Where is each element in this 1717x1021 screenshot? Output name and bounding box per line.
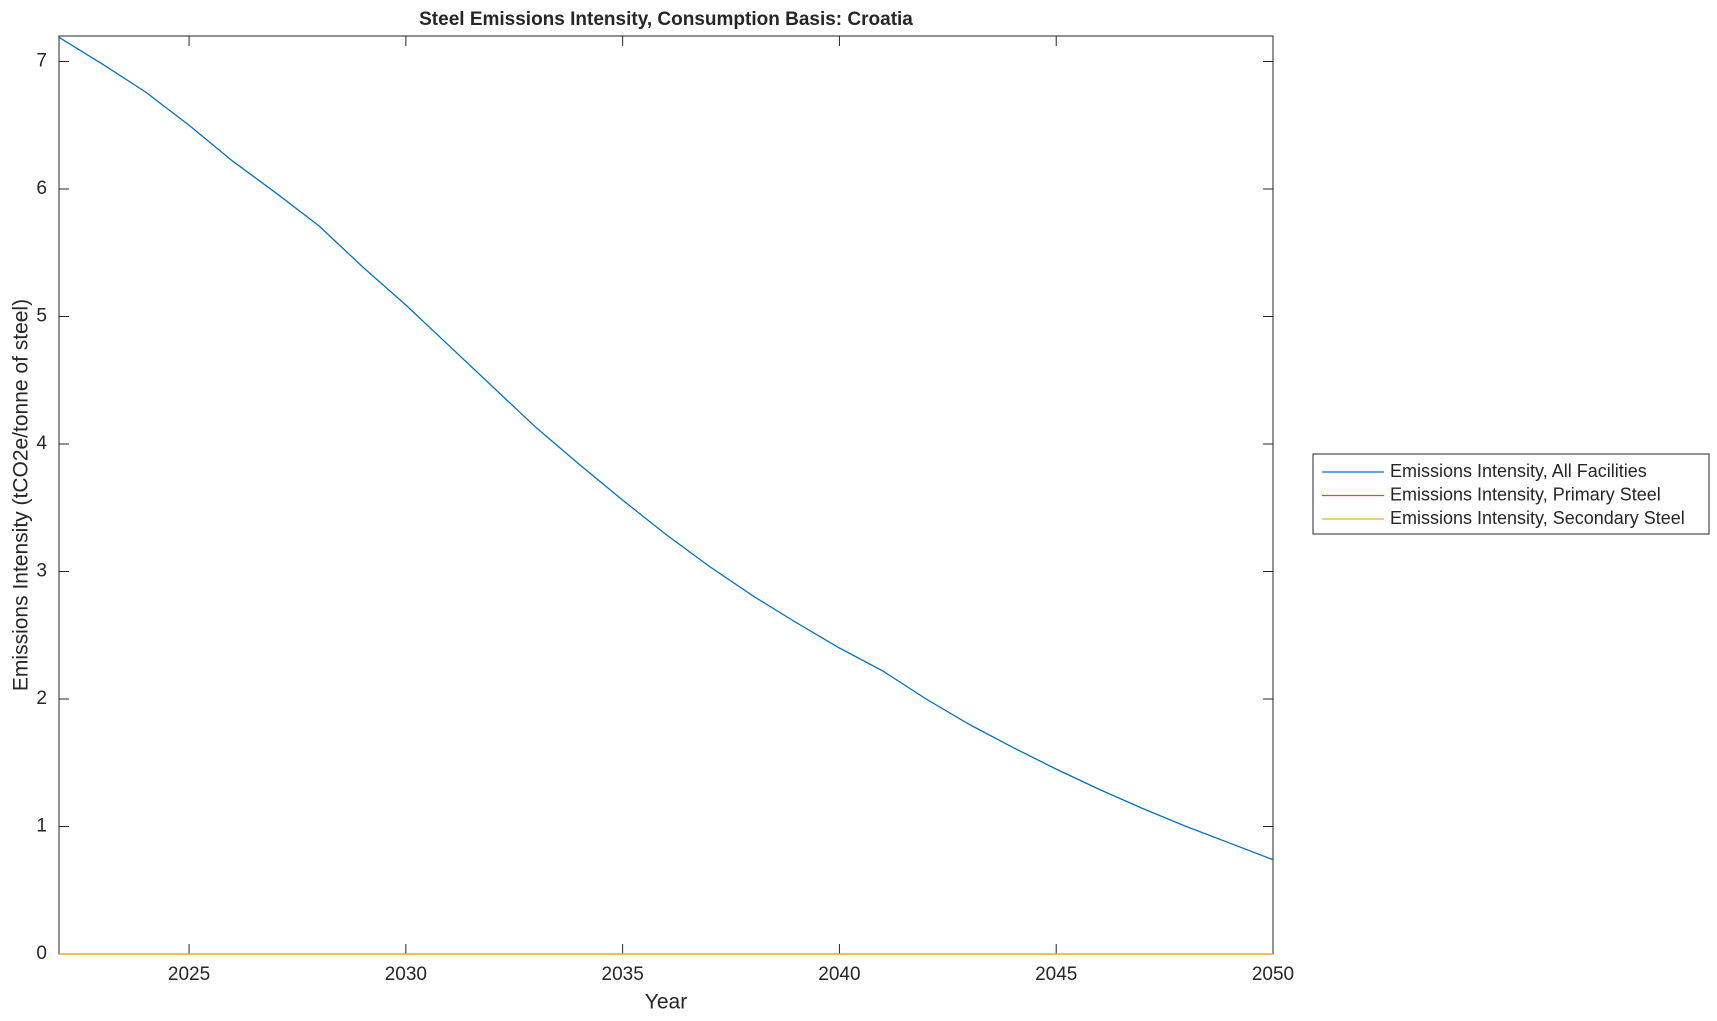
y-tick-label: 1: [36, 816, 47, 837]
line-series: [58, 36, 1274, 861]
x-axis-label: Year: [645, 991, 687, 1014]
plot-area: [58, 35, 1274, 955]
y-tick-label: 4: [36, 433, 47, 454]
x-tick-label: 2040: [818, 964, 860, 985]
legend-label: Emissions Intensity, Secondary Steel: [1390, 508, 1685, 528]
chart-title: Steel Emissions Intensity, Consumption B…: [419, 9, 913, 30]
y-tick-label: 3: [36, 561, 47, 582]
x-tick-label: 2030: [385, 964, 427, 985]
x-tick-label: 2045: [1035, 964, 1077, 985]
x-tick-label: 2035: [602, 964, 644, 985]
y-tick-label: 6: [36, 178, 47, 199]
y-tick-label: 2: [36, 688, 47, 709]
y-tick-label: 0: [36, 943, 47, 964]
y-tick-label: 5: [36, 306, 47, 327]
y-tick-label: 7: [36, 51, 47, 72]
y-axis-label: Emissions Intensity (tCO2e/tonne of stee…: [10, 299, 33, 691]
legend-label: Emissions Intensity, Primary Steel: [1390, 484, 1661, 504]
legend-label: Emissions Intensity, All Facilities: [1390, 461, 1647, 481]
legend-box: [1312, 453, 1710, 535]
x-tick-label: 2050: [1252, 964, 1294, 985]
x-tick-label: 2025: [168, 964, 210, 985]
